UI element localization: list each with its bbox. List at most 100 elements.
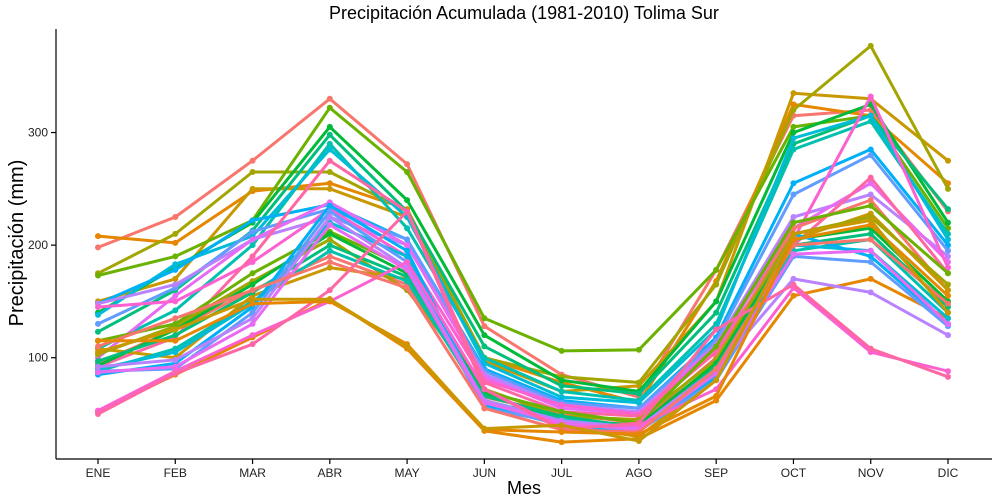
x-tick-label: NOV — [858, 466, 884, 480]
data-point — [867, 217, 874, 224]
data-point — [326, 264, 333, 271]
y-axis-ticks: 100 200 300 — [28, 126, 56, 365]
data-point — [558, 382, 565, 389]
data-point — [867, 112, 874, 119]
series-11 — [95, 152, 951, 412]
data-point — [249, 341, 256, 348]
data-point — [326, 230, 333, 237]
series-line — [96, 102, 950, 405]
data-point — [404, 266, 411, 273]
data-point — [172, 253, 179, 260]
data-point — [635, 390, 642, 397]
data-point — [945, 315, 951, 322]
data-point — [945, 247, 951, 254]
data-point — [172, 239, 179, 246]
data-point — [790, 191, 797, 198]
data-point — [95, 320, 101, 327]
series-line — [96, 97, 950, 399]
data-point — [635, 437, 642, 444]
data-point — [713, 343, 720, 350]
data-point — [172, 266, 179, 273]
data-point — [404, 236, 411, 243]
data-point — [867, 146, 874, 153]
data-point — [945, 281, 951, 288]
data-point — [249, 281, 256, 288]
data-point — [713, 309, 720, 316]
data-point — [326, 208, 333, 215]
data-point — [404, 259, 411, 266]
data-point — [790, 281, 797, 288]
series-line — [96, 119, 950, 402]
data-point — [945, 300, 951, 307]
data-point — [326, 296, 333, 303]
data-point — [249, 168, 256, 175]
data-point — [481, 405, 488, 412]
data-point — [558, 408, 565, 415]
data-point — [404, 284, 411, 291]
data-point — [249, 228, 256, 235]
data-point — [945, 253, 951, 260]
data-point — [404, 208, 411, 215]
x-tick-label: JUL — [551, 466, 573, 480]
data-point — [790, 219, 797, 226]
x-axis-label: Mes — [507, 478, 541, 498]
x-tick-label: FEB — [164, 466, 187, 480]
series-line — [96, 238, 950, 434]
data-point — [635, 431, 642, 438]
data-point — [945, 206, 951, 213]
data-point — [867, 191, 874, 198]
data-point — [326, 146, 333, 153]
data-point — [867, 202, 874, 209]
data-point — [249, 253, 256, 260]
series-line — [96, 209, 950, 432]
data-point — [404, 278, 411, 285]
data-point — [326, 168, 333, 175]
data-point — [713, 266, 720, 273]
data-point — [558, 439, 565, 446]
data-point — [481, 332, 488, 339]
data-point — [945, 309, 951, 316]
data-point — [404, 242, 411, 249]
data-point — [558, 347, 565, 354]
data-point — [172, 298, 179, 305]
data-point — [635, 379, 642, 386]
data-point — [172, 292, 179, 299]
data-point — [326, 221, 333, 228]
data-point — [790, 180, 797, 187]
x-tick-label: JUN — [473, 466, 496, 480]
data-point — [867, 174, 874, 181]
data-point — [249, 217, 256, 224]
data-point — [790, 129, 797, 136]
data-point — [249, 270, 256, 277]
data-point — [867, 289, 874, 296]
data-point — [713, 281, 720, 288]
series-line — [96, 223, 950, 432]
data-point — [945, 368, 951, 375]
x-axis-ticks: ENE FEB MAR ABR MAY JUN JUL AGO SEP OCT NOV DIC — [86, 459, 959, 480]
data-point — [790, 251, 797, 258]
data-point — [713, 298, 720, 305]
x-tick-label: SEP — [704, 466, 728, 480]
data-point — [790, 213, 797, 220]
data-point — [249, 296, 256, 303]
data-point — [481, 315, 488, 322]
data-point — [326, 213, 333, 220]
data-point — [95, 311, 101, 318]
data-point — [790, 230, 797, 237]
data-point — [790, 101, 797, 108]
data-point — [326, 242, 333, 249]
data-point — [945, 219, 951, 226]
series-line — [96, 106, 950, 353]
data-point — [945, 270, 951, 277]
data-point — [404, 168, 411, 175]
series-line — [96, 147, 950, 410]
data-point — [249, 185, 256, 192]
series-line — [96, 277, 950, 444]
data-point — [635, 399, 642, 406]
data-point — [326, 287, 333, 294]
data-point — [945, 157, 951, 164]
data-point — [867, 230, 874, 237]
data-point — [326, 157, 333, 164]
data-point — [249, 157, 256, 164]
x-tick-label: DIC — [938, 466, 959, 480]
